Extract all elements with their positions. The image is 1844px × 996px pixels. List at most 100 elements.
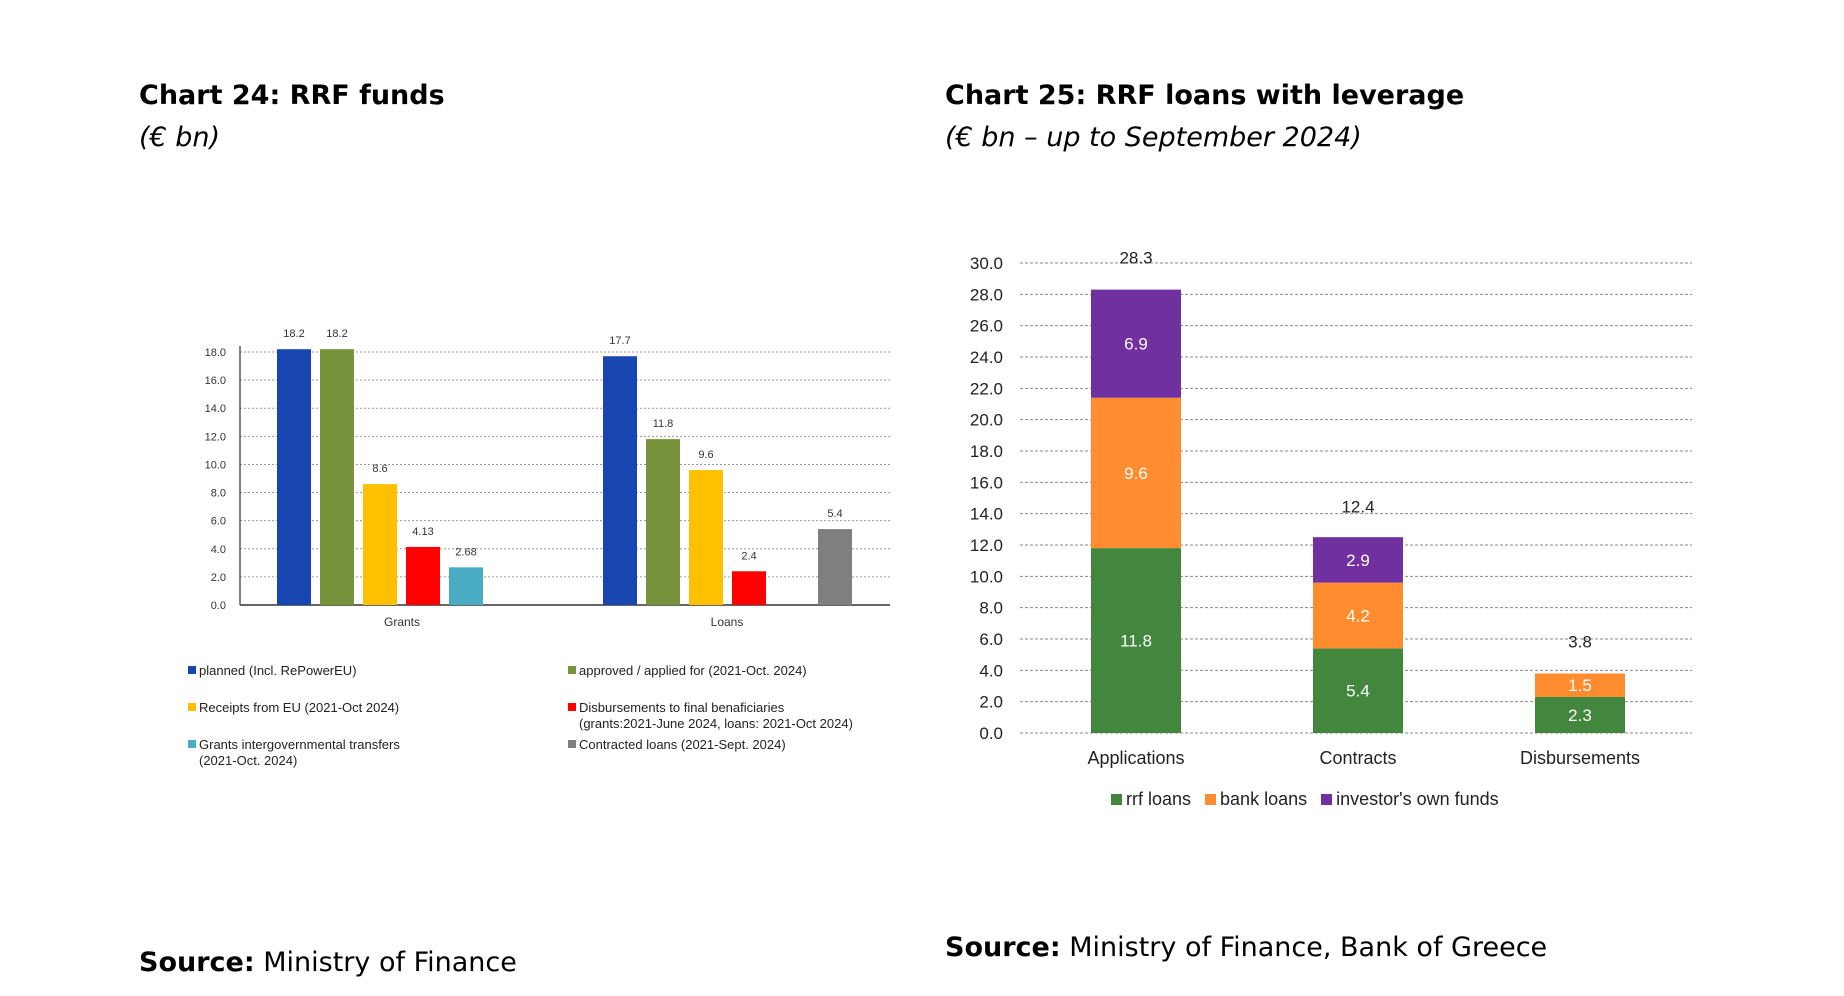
chart24-legend-item: approved / applied for (2021-Oct. 2024) bbox=[568, 663, 807, 679]
chart25-total-label: 12.4 bbox=[1341, 498, 1374, 517]
chart25-ytick: 16.0 bbox=[970, 473, 1003, 492]
chart24-legend-label: Grants intergovernmental transfers bbox=[199, 737, 400, 752]
chart25-segment-label: 1.5 bbox=[1568, 676, 1592, 695]
chart24-bar bbox=[277, 349, 311, 605]
chart25-title: Chart 25: RRF loans with leverage bbox=[945, 80, 1465, 111]
chart24-legend-label: Contracted loans (2021-Sept. 2024) bbox=[579, 737, 786, 752]
chart24-bar bbox=[732, 571, 766, 605]
chart25-subtitle: (€ bn – up to September 2024) bbox=[945, 122, 1362, 153]
chart24-bar bbox=[449, 567, 483, 605]
chart25-ytick: 30.0 bbox=[970, 254, 1003, 273]
chart25-ytick: 4.0 bbox=[979, 661, 1003, 680]
chart25-ytick: 14.0 bbox=[970, 505, 1003, 524]
chart24-bar bbox=[363, 484, 397, 605]
chart24-legend-label: approved / applied for (2021-Oct. 2024) bbox=[579, 663, 807, 678]
chart25-segment-label: 6.9 bbox=[1124, 335, 1148, 354]
chart25-category-label: Disbursements bbox=[1520, 748, 1640, 768]
chart24-bar bbox=[646, 439, 680, 605]
chart25-segment-label: 11.8 bbox=[1120, 632, 1152, 651]
chart25-ytick: 10.0 bbox=[970, 567, 1003, 586]
chart25-category-label: Applications bbox=[1087, 748, 1184, 768]
chart24-data-label: 11.8 bbox=[653, 418, 674, 430]
chart24-legend-item: Disbursements to final benaficiaries (gra… bbox=[568, 700, 853, 732]
chart24-source-label: Source: bbox=[139, 947, 255, 978]
chart24-data-label: 18.2 bbox=[283, 328, 304, 340]
chart24-legend-label-line2: (2021-Oct. 2024) bbox=[199, 753, 298, 768]
chart24-title: Chart 24: RRF funds bbox=[139, 80, 445, 111]
chart24-legend-swatch bbox=[188, 703, 196, 711]
chart25-bar-segment bbox=[1535, 673, 1625, 697]
chart24-category-label: Loans bbox=[711, 615, 744, 629]
chart25-bar-segment bbox=[1091, 397, 1181, 549]
chart24-ytick: 14.0 bbox=[205, 403, 226, 415]
chart25-source-label: Source: bbox=[945, 932, 1061, 963]
chart24-data-label: 2.68 bbox=[455, 546, 476, 558]
chart24-source: Source: Ministry of Finance bbox=[139, 947, 517, 978]
chart24-legend-swatch bbox=[568, 740, 576, 748]
chart25-ytick: 0.0 bbox=[979, 724, 1003, 743]
chart24-legend-swatch bbox=[188, 740, 196, 748]
chart25-ytick: 18.0 bbox=[970, 442, 1003, 461]
chart24-ytick: 0.0 bbox=[211, 600, 226, 612]
chart24-ytick: 16.0 bbox=[205, 375, 226, 387]
chart24-category-label: Grants bbox=[384, 615, 420, 629]
chart24-legend-label: planned (Incl. RePowerEU) bbox=[199, 663, 357, 678]
chart24-data-label: 2.4 bbox=[741, 550, 756, 562]
chart24-data-label: 8.6 bbox=[372, 463, 387, 475]
chart24-ytick: 10.0 bbox=[205, 459, 226, 471]
chart25-bar-segment bbox=[1313, 537, 1403, 583]
chart25-ytick: 6.0 bbox=[979, 630, 1003, 649]
chart25-segment-label: 5.4 bbox=[1346, 682, 1370, 701]
chart24-bar bbox=[689, 470, 723, 605]
chart25-source-text: Ministry of Finance, Bank of Greece bbox=[1060, 932, 1548, 963]
chart25-bar-segment bbox=[1091, 289, 1181, 398]
chart24-legend-swatch bbox=[568, 703, 576, 711]
chart24-ytick: 4.0 bbox=[211, 544, 226, 556]
chart25-segment-label: 4.2 bbox=[1346, 607, 1370, 626]
chart25-bar-segment bbox=[1535, 696, 1625, 733]
chart24-data-label: 4.13 bbox=[412, 526, 433, 538]
chart24-ytick: 2.0 bbox=[211, 572, 226, 584]
chart25-ytick: 12.0 bbox=[970, 536, 1003, 555]
chart24-legend-swatch bbox=[568, 666, 576, 674]
chart25-segment-label: 9.6 bbox=[1124, 464, 1148, 483]
chart25-ytick: 8.0 bbox=[979, 599, 1003, 618]
chart25-ytick: 20.0 bbox=[970, 411, 1003, 430]
chart24-ytick: 18.0 bbox=[205, 347, 226, 359]
chart25-bar-segment bbox=[1313, 582, 1403, 649]
chart24-legend-swatch bbox=[188, 666, 196, 674]
chart24-legend-item: Grants intergovernmental transfers (2021-… bbox=[188, 737, 400, 769]
chart24-ytick: 8.0 bbox=[211, 488, 226, 500]
chart25-ytick: 24.0 bbox=[970, 348, 1003, 367]
chart24-data-label: 5.4 bbox=[827, 508, 842, 520]
chart24-legend-label: Receipts from EU (2021-Oct 2024) bbox=[199, 700, 400, 715]
chart25-legend-swatch bbox=[1205, 794, 1217, 805]
chart24-legend-label-line2: (grants:2021-June 2024, loans: 2021-Oct … bbox=[579, 716, 853, 731]
chart25-legend-label: investor's own funds bbox=[1336, 789, 1499, 809]
chart24-legend-item: planned (Incl. RePowerEU) bbox=[188, 663, 357, 679]
chart25-segment-label: 2.9 bbox=[1346, 551, 1370, 570]
chart25-segment-label: 2.3 bbox=[1568, 706, 1592, 725]
chart25-category-label: Contracts bbox=[1319, 748, 1396, 768]
chart25-total-label: 28.3 bbox=[1119, 249, 1152, 268]
chart25-legend: rrf loans bank loans investor's own funds bbox=[1111, 789, 1513, 810]
chart25-total-label: 3.8 bbox=[1568, 632, 1592, 651]
chart24-data-label: 17.7 bbox=[609, 335, 630, 347]
chart25-source: Source: Ministry of Finance, Bank of Gre… bbox=[945, 932, 1547, 963]
chart25-legend-item: rrf loans bbox=[1111, 789, 1191, 810]
chart24-bar bbox=[818, 529, 852, 605]
chart24-bar bbox=[603, 356, 637, 605]
chart24-ytick: 12.0 bbox=[205, 431, 226, 443]
chart24-legend-item: Contracted loans (2021-Sept. 2024) bbox=[568, 737, 786, 753]
chart25-legend-label: rrf loans bbox=[1126, 789, 1192, 809]
chart25-ytick: 22.0 bbox=[970, 379, 1003, 398]
chart25-ytick: 28.0 bbox=[970, 285, 1003, 304]
chart24-data-label: 18.2 bbox=[326, 328, 347, 340]
chart24-subtitle: (€ bn) bbox=[139, 122, 221, 153]
chart24-legend-label: Disbursements to final benaficiaries bbox=[579, 700, 785, 715]
chart24-data-label: 9.6 bbox=[698, 449, 713, 461]
chart24-source-text: Ministry of Finance bbox=[254, 947, 517, 978]
chart24-ytick: 6.0 bbox=[211, 516, 226, 528]
chart25-legend-swatch bbox=[1321, 794, 1333, 805]
